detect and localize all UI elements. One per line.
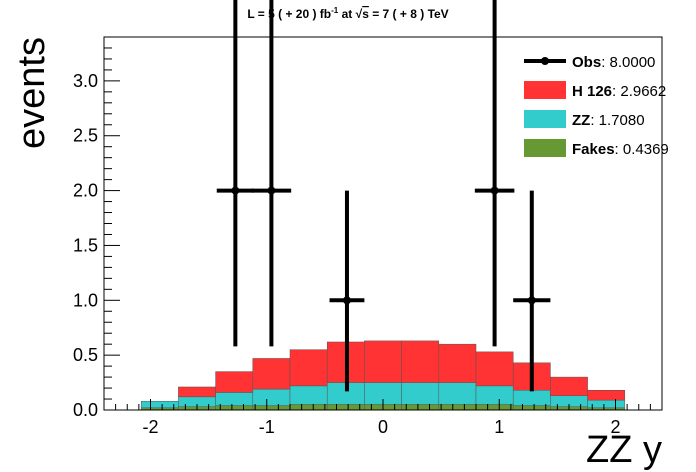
y-tick-label-4: 2.0 xyxy=(73,181,98,201)
bar-zz-5 xyxy=(289,385,328,405)
bar-zz-9 xyxy=(438,382,477,405)
x-tick-label-4: 2 xyxy=(610,417,620,437)
observed-data xyxy=(216,0,551,392)
legend-label-h-126: H 126: 2.9662 xyxy=(572,83,666,100)
legend: Obs: 8.0000 H 126: 2.9662 ZZ: 1.7080 Fakes:… xyxy=(524,54,669,158)
obs-marker-2 xyxy=(342,296,351,305)
bar-zz-3 xyxy=(215,392,254,406)
obs-point-1 xyxy=(251,0,292,347)
bar-fakes-5 xyxy=(289,404,328,411)
x-axis-title: ZZ y xyxy=(586,429,662,471)
legend-swatch-zz xyxy=(524,110,566,128)
y-tick-label-3: 1.5 xyxy=(73,235,98,255)
bar-fakes-10 xyxy=(475,404,514,411)
bar-h-126-8 xyxy=(401,340,440,383)
legend-swatch-fakes xyxy=(524,139,566,157)
bar-h-126-2 xyxy=(178,386,216,398)
x-tick-label-1: -1 xyxy=(259,417,275,437)
y-tick-label-2: 1.0 xyxy=(73,290,98,310)
x-tick-label-0: -2 xyxy=(142,417,158,437)
obs-marker-3 xyxy=(490,186,499,195)
obs-point-0 xyxy=(216,0,254,347)
y-axis-title: events xyxy=(11,37,53,149)
y-tick-label-0: 0.0 xyxy=(73,400,98,420)
bar-fakes-3 xyxy=(215,405,254,411)
x-tick-label-3: 1 xyxy=(494,417,504,437)
title-prefix: L = 5 ( + 20 ) fb xyxy=(247,7,331,21)
bar-h-126-4 xyxy=(252,358,291,390)
obs-marker-1 xyxy=(267,186,276,195)
bar-fakes-11 xyxy=(512,405,551,411)
bar-h-126-3 xyxy=(215,371,254,393)
y-tick-label-6: 3.0 xyxy=(73,71,98,91)
bar-zz-13 xyxy=(587,399,626,409)
obs-point-3 xyxy=(474,0,515,347)
obs-point-2 xyxy=(329,190,365,392)
bar-zz-1 xyxy=(140,400,179,409)
title-sqrt-arg: s xyxy=(362,7,369,21)
obs-marker-0 xyxy=(231,186,240,195)
bar-h-126-13 xyxy=(587,390,626,401)
bar-fakes-6 xyxy=(326,404,365,411)
legend-swatch-h-126 xyxy=(524,81,566,99)
bar-h-126-7 xyxy=(364,340,402,383)
title-suffix: = 7 ( + 8 ) TeV xyxy=(369,7,449,21)
legend-label-obs: Obs: 8.0000 xyxy=(572,54,655,71)
bar-h-126-10 xyxy=(475,351,514,387)
obs-marker-4 xyxy=(527,296,536,305)
bar-zz-8 xyxy=(401,382,440,405)
obs-point-4 xyxy=(513,190,551,392)
legend-label-zz: ZZ: 1.7080 xyxy=(572,112,645,129)
bar-h-126-5 xyxy=(289,349,328,387)
y-tick-label-1: 0.5 xyxy=(73,345,98,365)
bar-fakes-9 xyxy=(438,404,477,411)
chart-title: L = 5 ( + 20 ) fb-1 at √s = 7 ( + 8 ) Te… xyxy=(247,6,448,21)
bar-fakes-8 xyxy=(401,404,440,411)
bar-zz-11 xyxy=(512,390,551,406)
bar-zz-4 xyxy=(252,388,291,406)
axes: -2 -1 0 1 2 0.0 0.5 1.0 1.5 2.0 2.5 3.0 xyxy=(73,47,651,437)
bar-h-126-12 xyxy=(550,376,588,396)
bar-h-126-9 xyxy=(438,343,477,383)
sqrt-symbol: √ xyxy=(356,7,363,21)
x-tick-label-2: 0 xyxy=(378,417,388,437)
legend-label-fakes: Fakes: 0.4369 xyxy=(572,141,669,158)
title-superscript: -1 xyxy=(331,6,339,15)
y-tick-label-5: 2.5 xyxy=(73,126,98,146)
legend-obs-marker xyxy=(541,57,549,65)
title-mid: at xyxy=(338,7,355,21)
bar-fakes-4 xyxy=(252,405,291,411)
bar-zz-10 xyxy=(475,385,514,405)
